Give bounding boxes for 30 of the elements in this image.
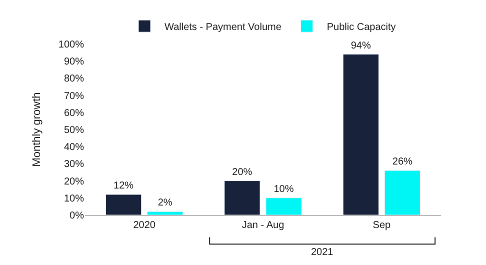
bar xyxy=(384,170,420,215)
y-tick-label: 0% xyxy=(70,210,84,222)
y-tick-label: 90% xyxy=(64,56,84,68)
y-tick-label: 70% xyxy=(64,90,84,102)
bar xyxy=(147,211,184,215)
data-label: 10% xyxy=(274,184,294,195)
x-tick-label: Sep xyxy=(372,220,392,231)
data-label: 12% xyxy=(114,180,134,192)
y-tick-label: 30% xyxy=(64,159,84,170)
y-tick-label: 80% xyxy=(64,74,84,85)
bar xyxy=(266,198,302,215)
legend-label: Wallets - Payment Volume xyxy=(164,22,282,33)
y-tick-label: 60% xyxy=(64,108,84,119)
legend-label: Public Capacity xyxy=(326,22,396,33)
y-tick-label: 20% xyxy=(64,176,84,188)
data-label: 26% xyxy=(392,156,412,168)
x-tick-label: Jan - Aug xyxy=(242,220,284,231)
x-tick-label: 2020 xyxy=(133,220,156,231)
bar xyxy=(342,54,379,215)
data-label: 94% xyxy=(350,40,371,52)
bar xyxy=(106,194,142,215)
y-axis-title: Monthly growth xyxy=(31,92,44,167)
y-tick-label: 100% xyxy=(58,40,84,50)
bar xyxy=(224,180,260,215)
text: 2021 xyxy=(311,247,334,258)
data-label: 20% xyxy=(232,166,252,178)
y-tick-label: 50% xyxy=(64,125,84,136)
y-tick-label: 40% xyxy=(64,142,84,154)
data-label: 2% xyxy=(158,198,172,209)
y-tick-label: 10% xyxy=(64,193,84,204)
